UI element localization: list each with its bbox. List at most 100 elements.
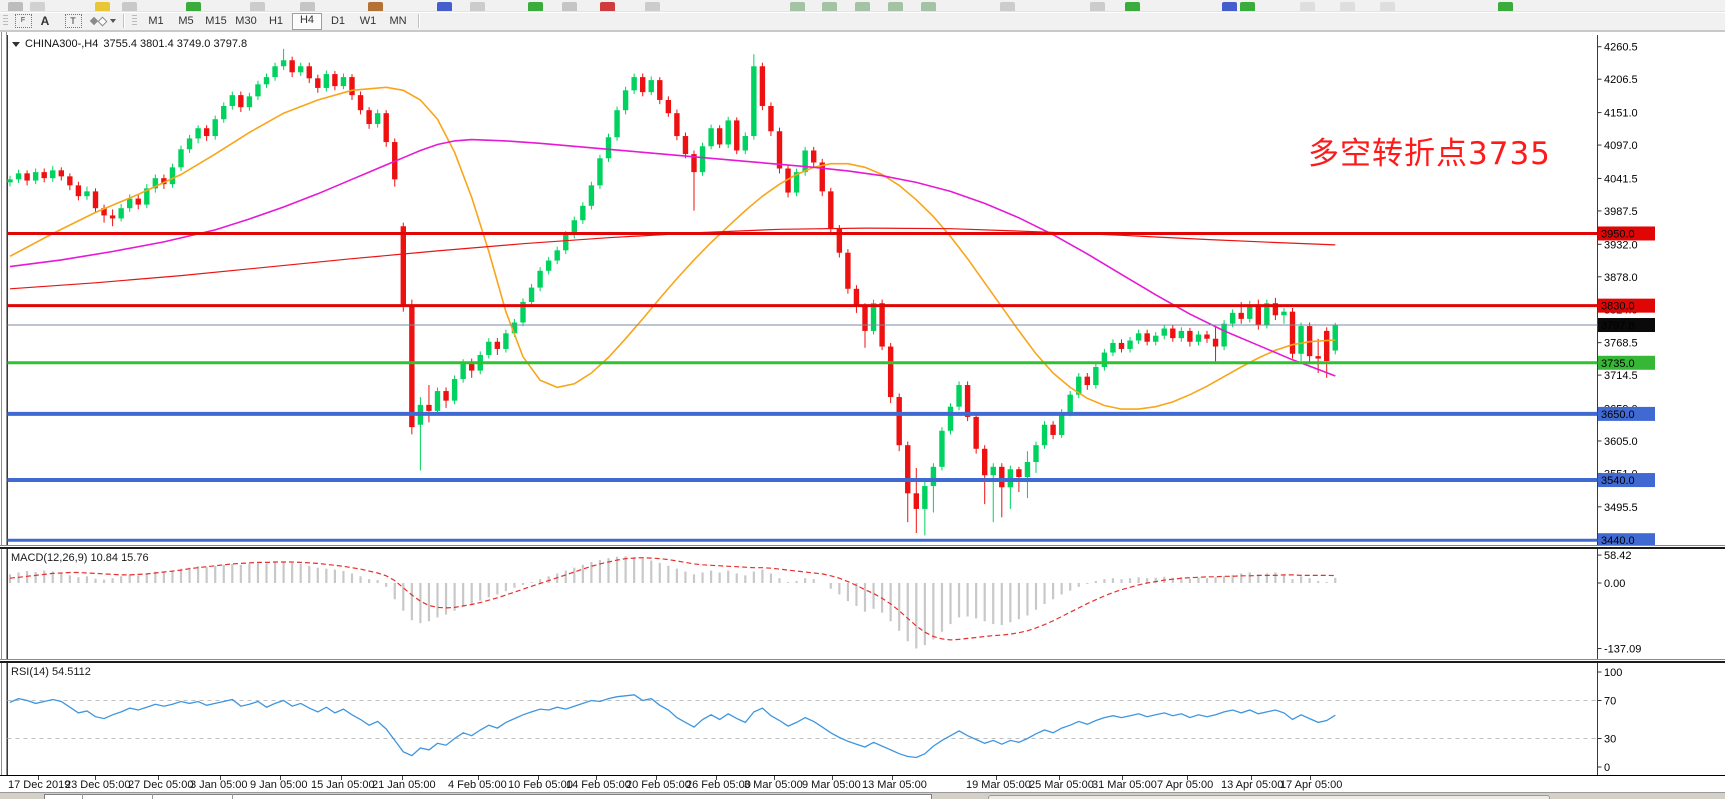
date-label: 7 Apr 05:00 xyxy=(1157,779,1214,791)
date-label: 13 Mar 05:00 xyxy=(862,779,927,791)
toolbar-icon-stub[interactable] xyxy=(1125,2,1140,11)
price-badge-label: 3650.0 xyxy=(1601,409,1635,421)
date-label: 23 Dec 05:00 xyxy=(65,779,131,791)
symbol-dropdown-icon[interactable] xyxy=(12,41,20,47)
chart-area[interactable]: 4260.5 4206.5 4151.0 4097.0 4041.5 3987.5 3932… xyxy=(0,30,1725,799)
time-axis[interactable]: 17 Dec 2019 23 Dec 05:00 27 Dec 05:00 3 Jan… xyxy=(0,775,1725,792)
status-strip-left-box[interactable] xyxy=(44,794,932,799)
main-chart-panel[interactable]: 4260.5 4206.5 4151.0 4097.0 4041.5 3987.5 3932… xyxy=(0,35,1725,546)
main-toolbar: F A T M1 M5 M15 M30 H1 H4 D1 W1 MN xyxy=(0,12,1725,31)
price-tick-label: 4260.5 xyxy=(1604,42,1638,54)
timeframe-button-h4[interactable]: H4 xyxy=(292,12,322,30)
date-tick xyxy=(220,776,221,780)
symbol-ohlc: 3755.4 3801.4 3749.0 3797.8 xyxy=(103,38,248,50)
toolbar-icon-stub[interactable] xyxy=(368,2,383,11)
toolbar-icon-stub[interactable] xyxy=(1380,2,1395,11)
date-label: 4 Feb 05:00 xyxy=(448,779,507,791)
date-tick xyxy=(892,776,893,780)
date-label: 9 Mar 05:00 xyxy=(802,779,861,791)
date-label: 9 Jan 05:00 xyxy=(250,779,308,791)
toolbar-icon-stub[interactable] xyxy=(790,2,805,11)
toolbar-icon-stub[interactable] xyxy=(1240,2,1255,11)
date-label: 26 Feb 05:00 xyxy=(686,779,751,791)
toolbar-icon-stub[interactable] xyxy=(250,2,265,11)
date-label: 27 Dec 05:00 xyxy=(128,779,194,791)
rsi-panel[interactable]: 100 70 30 0 xyxy=(0,663,1725,775)
toolbar-grip[interactable] xyxy=(3,15,8,27)
shapes-tool-button[interactable] xyxy=(89,13,116,29)
price-tick-label: 3932.0 xyxy=(1604,239,1638,251)
toolbar-icon-stub[interactable] xyxy=(888,2,903,11)
timeframe-button-w1[interactable]: W1 xyxy=(359,14,377,27)
date-label: 20 Feb 05:00 xyxy=(626,779,691,791)
toolbar-icon-stub[interactable] xyxy=(122,2,137,11)
price-level-badge xyxy=(1598,298,1655,313)
macd-values: 10.84 15.76 xyxy=(90,552,149,564)
toolbar-icon-stub[interactable] xyxy=(30,2,45,11)
timeframe-button-mn[interactable]: MN xyxy=(389,14,407,27)
toolbar-icon-stub[interactable] xyxy=(855,2,870,11)
toolbar-icon-stub[interactable] xyxy=(300,2,315,11)
toolbar-icon-stub[interactable] xyxy=(1222,2,1237,11)
macd-panel[interactable]: 58.42 0.00 -137.09 xyxy=(0,549,1725,659)
price-tick-label: 4041.5 xyxy=(1604,173,1638,185)
date-label: 17 Apr 05:00 xyxy=(1280,779,1343,791)
date-label: 17 Dec 2019 xyxy=(8,779,71,791)
chevron-down-icon xyxy=(110,19,116,23)
toolbar-icon-stub[interactable] xyxy=(528,2,543,11)
panel-separator[interactable] xyxy=(0,659,1725,663)
toolbar-grip[interactable] xyxy=(132,15,137,27)
date-tick xyxy=(1187,776,1188,780)
toolbar-icon-stub[interactable] xyxy=(1000,2,1015,11)
date-label: 3 Mar 05:00 xyxy=(744,779,803,791)
toolbar-icon-stub[interactable] xyxy=(1340,2,1355,11)
toolbar-icon-stub[interactable] xyxy=(437,2,452,11)
price-level-badge xyxy=(1598,533,1655,546)
text-box-tool-button[interactable]: T xyxy=(64,13,82,29)
ma-orange xyxy=(9,86,1336,410)
timeframe-button-d1[interactable]: D1 xyxy=(330,14,346,27)
date-label: 3 Jan 05:00 xyxy=(190,779,248,791)
status-strip-right-box[interactable] xyxy=(988,795,1550,799)
date-tick xyxy=(341,776,342,780)
macd-indicator-label: MACD(12,26,9) 10.84 15.76 xyxy=(11,552,149,564)
macd-tick-label: 58.42 xyxy=(1604,550,1632,562)
toolbar-icon-stub[interactable] xyxy=(562,2,577,11)
price-level-badge xyxy=(1598,355,1655,370)
toolbar-icon-stub[interactable] xyxy=(470,2,485,11)
price-tick-label: 3495.5 xyxy=(1604,502,1638,514)
toolbar-icon-stub[interactable] xyxy=(95,2,110,11)
dotted-grid-tool-button[interactable]: F xyxy=(14,13,32,29)
date-tick xyxy=(38,776,39,780)
status-strip xyxy=(0,792,1725,799)
toolbar-icon-stub[interactable] xyxy=(822,2,837,11)
text-box-icon: T xyxy=(64,14,82,28)
toolbar-icon-stub[interactable] xyxy=(186,2,201,11)
date-label: 21 Jan 05:00 xyxy=(372,779,436,791)
timeframe-button-m30[interactable]: M30 xyxy=(235,14,257,27)
text-label-tool-button[interactable]: A xyxy=(36,13,54,29)
chart-title: CHINA300-,H4 3755.4 3801.4 3749.0 3797.8 xyxy=(12,38,247,50)
toolbar-icon-stub[interactable] xyxy=(921,2,936,11)
toolbar-icon-stub[interactable] xyxy=(1300,2,1315,11)
price-tick-label: 4206.5 xyxy=(1604,74,1638,86)
date-tick xyxy=(158,776,159,780)
timeframe-button-m15[interactable]: M15 xyxy=(205,14,227,27)
toolbar-icon-stub[interactable] xyxy=(1090,2,1105,11)
panel-separator[interactable] xyxy=(0,545,1725,549)
timeframe-button-h1[interactable]: H1 xyxy=(268,14,284,27)
toolbar-icon-stub[interactable] xyxy=(600,2,615,11)
timeframe-button-m5[interactable]: M5 xyxy=(178,14,194,27)
macd-signal-line xyxy=(9,557,1336,641)
date-label: 13 Apr 05:00 xyxy=(1221,779,1284,791)
timeframe-button-m1[interactable]: M1 xyxy=(148,14,164,27)
date-label: 10 Feb 05:00 xyxy=(508,779,573,791)
date-label: 15 Jan 05:00 xyxy=(311,779,375,791)
window-edge xyxy=(1,32,7,799)
rsi-tick-label: 30 xyxy=(1604,734,1616,746)
toolbar-icon-stub[interactable] xyxy=(645,2,660,11)
toolbar-icon-stub[interactable] xyxy=(8,2,23,11)
symbol-name: CHINA300-,H4 xyxy=(25,38,99,50)
toolbar-icon-stub[interactable] xyxy=(1498,2,1513,11)
date-tick xyxy=(996,776,997,780)
